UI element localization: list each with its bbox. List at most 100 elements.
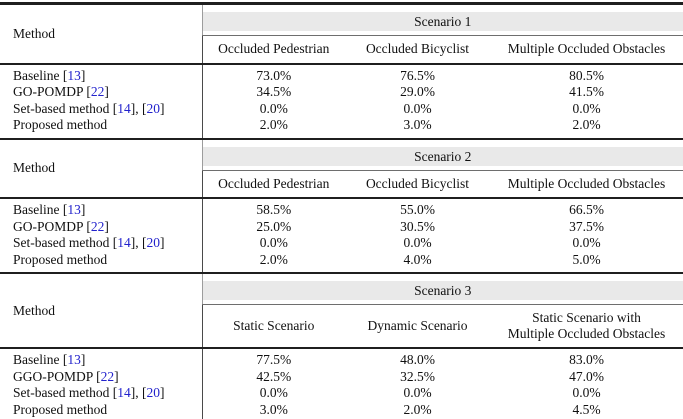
- citation-link[interactable]: 13: [67, 352, 81, 367]
- value-cell: 0.0%: [572, 100, 601, 116]
- scenario-section: Method Scenario 2 Occluded Pedestrian Occ…: [0, 139, 683, 274]
- value-cell: 73.0%: [201, 63, 345, 84]
- scenario-band: Scenario 2: [201, 139, 683, 171]
- section-body: Baseline [13] 58.5% 55.0% 66.5% GO-POMDP [22…: [0, 198, 683, 273]
- method-cell: GO-POMDP [22]: [13, 218, 109, 234]
- value-cell: 2.0%: [201, 117, 345, 139]
- value-cell: 0.0%: [572, 385, 601, 400]
- column-header: Multiple Occluded Obstacles: [490, 35, 683, 65]
- subheader-row: Static Scenario Dynamic Scenario Static Sc…: [0, 304, 683, 349]
- value-cell: 25.0%: [201, 218, 345, 235]
- citation-link[interactable]: 22: [100, 368, 115, 384]
- scenario-band: Scenario 3: [201, 274, 683, 305]
- subheader-row: Occluded Pedestrian Occluded Bicyclist Mul…: [0, 170, 683, 199]
- column-header: Occluded Bicyclist: [345, 35, 490, 65]
- value-cell: 0.0%: [201, 385, 345, 402]
- table-row: Set-based method [14], [20] 0.0% 0.0% 0.0%: [0, 100, 683, 117]
- method-cell: GGO-POMDP [22]: [13, 368, 119, 384]
- section-body: Baseline [13] 73.0% 76.5% 80.5% GO-POMDP [22…: [0, 63, 683, 139]
- value-cell: 30.5%: [400, 218, 435, 234]
- scenario-title: Scenario 3: [202, 281, 683, 300]
- subheader-row: Occluded Pedestrian Occluded Bicyclist Mul…: [0, 35, 683, 65]
- method-header: Method: [0, 139, 202, 199]
- method-cell: Proposed method: [13, 117, 108, 132]
- scenario-title: Scenario 1: [202, 12, 683, 31]
- citation-link[interactable]: 20: [146, 100, 160, 116]
- table-row: Proposed method 2.0% 3.0% 2.0%: [0, 117, 683, 139]
- citation-link[interactable]: 22: [90, 84, 105, 99]
- value-cell: 32.5%: [400, 368, 435, 384]
- value-cell: 41.5%: [569, 84, 604, 99]
- citation-link[interactable]: 13: [67, 67, 81, 83]
- scenario-table: Method Scenario 1 Occluded Pedestrian Occ…: [0, 2, 683, 140]
- citation-link[interactable]: 14: [117, 100, 131, 116]
- table-row: Proposed method 3.0% 2.0% 4.5%: [0, 401, 683, 419]
- value-cell: 76.5%: [400, 67, 435, 83]
- citation-link[interactable]: 13: [67, 202, 81, 217]
- method-cell: Set-based method [14], [20]: [13, 235, 165, 250]
- value-cell: 58.5%: [201, 198, 345, 219]
- value-cell: 47.0%: [569, 368, 604, 384]
- method-cell: Set-based method [14], [20]: [13, 385, 165, 400]
- column-header: Dynamic Scenario: [345, 304, 490, 349]
- column-header: Occluded Pedestrian: [201, 35, 345, 65]
- table-row: Set-based method [14], [20] 0.0% 0.0% 0.0%: [0, 235, 683, 252]
- scenario-band-row: Method Scenario 1: [0, 3, 683, 65]
- citation-link[interactable]: 20: [146, 235, 160, 250]
- table-row: GO-POMDP [22] 34.5% 29.0% 41.5%: [0, 84, 683, 101]
- value-cell: 2.0%: [403, 401, 432, 417]
- table-row: Proposed method 2.0% 4.0% 5.0%: [0, 251, 683, 273]
- value-cell: 77.5%: [201, 348, 345, 369]
- method-cell: Baseline [13]: [13, 202, 86, 217]
- value-cell: 83.0%: [569, 352, 604, 367]
- scenario-band-row: Method Scenario 3: [0, 274, 683, 349]
- value-cell: 3.0%: [403, 117, 432, 132]
- column-header: Multiple Occluded Obstacles: [490, 170, 683, 199]
- value-cell: 34.5%: [201, 84, 345, 101]
- method-cell: Baseline [13]: [13, 67, 86, 83]
- method-header: Method: [0, 3, 202, 65]
- value-cell: 3.0%: [201, 401, 345, 419]
- method-cell: Proposed method: [13, 401, 108, 417]
- scenario-title: Scenario 2: [202, 146, 683, 166]
- value-cell: 29.0%: [400, 84, 435, 99]
- column-header: Occluded Bicyclist: [345, 170, 490, 199]
- scenario-band-row: Method Scenario 2: [0, 139, 683, 199]
- value-cell: 66.5%: [569, 202, 604, 217]
- column-header: Occluded Pedestrian: [201, 170, 345, 199]
- value-cell: 4.5%: [572, 401, 601, 417]
- value-cell: 4.0%: [403, 251, 432, 267]
- scenario-table: Method Scenario 2 Occluded Pedestrian Occ…: [0, 139, 683, 274]
- value-cell: 80.5%: [569, 67, 604, 83]
- citation-link[interactable]: 22: [90, 218, 105, 234]
- method-header: Method: [0, 274, 202, 349]
- method-cell: Proposed method: [13, 251, 108, 267]
- value-cell: 0.0%: [201, 100, 345, 117]
- scenario-section: Method Scenario 3 Static Scenario Dynamic…: [0, 274, 683, 419]
- value-cell: 42.5%: [201, 368, 345, 385]
- value-cell: 5.0%: [572, 251, 601, 267]
- citation-link[interactable]: 14: [117, 235, 131, 250]
- table-row: GGO-POMDP [22] 42.5% 32.5% 47.0%: [0, 368, 683, 385]
- value-cell: 2.0%: [572, 117, 601, 132]
- table-row: Baseline [13] 73.0% 76.5% 80.5%: [0, 63, 683, 84]
- citation-link[interactable]: 14: [117, 385, 131, 400]
- scenario-band: Scenario 1: [201, 3, 683, 36]
- value-cell: 37.5%: [569, 218, 604, 234]
- section-body: Baseline [13] 77.5% 48.0% 83.0% GGO-POMDP [2…: [0, 348, 683, 419]
- table-row: Baseline [13] 77.5% 48.0% 83.0%: [0, 348, 683, 369]
- scenario-table: Method Scenario 3 Static Scenario Dynamic…: [0, 274, 683, 419]
- column-header: Static Scenario: [201, 304, 345, 349]
- value-cell: 0.0%: [403, 385, 432, 400]
- table-row: Baseline [13] 58.5% 55.0% 66.5%: [0, 198, 683, 219]
- citation-link[interactable]: 20: [146, 385, 160, 400]
- value-cell: 48.0%: [400, 352, 435, 367]
- value-cell: 0.0%: [403, 235, 432, 250]
- table-row: GO-POMDP [22] 25.0% 30.5% 37.5%: [0, 218, 683, 235]
- method-cell: Baseline [13]: [13, 352, 86, 367]
- value-cell: 0.0%: [572, 235, 601, 250]
- method-cell: Set-based method [14], [20]: [13, 100, 165, 116]
- column-header: Static Scenario with Multiple Occluded O…: [490, 304, 683, 349]
- scenario-section: Method Scenario 1 Occluded Pedestrian Occ…: [0, 2, 683, 140]
